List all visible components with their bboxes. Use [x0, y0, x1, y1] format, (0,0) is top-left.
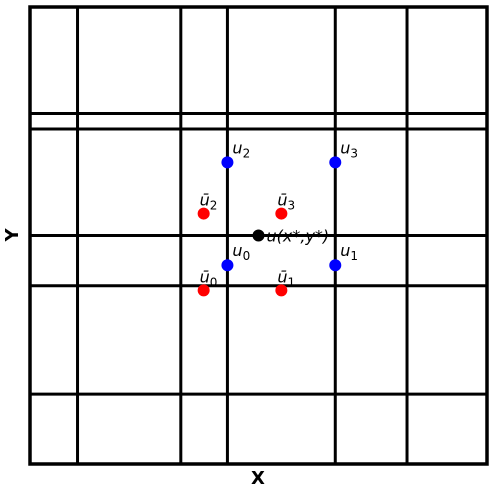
u3-point	[329, 156, 342, 169]
gridlines	[30, 7, 487, 464]
u2-point	[221, 156, 234, 169]
u3-label: u3	[340, 138, 358, 160]
x-axis-label: X	[251, 468, 265, 489]
ubar3-label: ū3	[277, 191, 295, 213]
ubar0-label: ū0	[200, 267, 218, 289]
ubar2-label: ū2	[200, 191, 218, 213]
y-axis-label: Y	[2, 228, 23, 243]
ubar0-point	[197, 284, 210, 297]
ubar1-point	[275, 284, 288, 297]
u0-point	[221, 259, 234, 272]
ubar1-label: ū1	[277, 267, 295, 289]
u1-label: u1	[340, 241, 358, 263]
points-layer: u0 u1 u2 u3 ū0 ū1 ū2 ū3 u(x*,y*)	[197, 138, 358, 297]
u0-label: u0	[232, 241, 250, 263]
u2-label: u2	[232, 138, 250, 160]
ubar3-point	[275, 207, 288, 220]
target-point	[252, 229, 265, 242]
target-label: u(x*,y*)	[267, 227, 330, 246]
ubar2-point	[197, 207, 210, 220]
u1-point	[329, 259, 342, 272]
